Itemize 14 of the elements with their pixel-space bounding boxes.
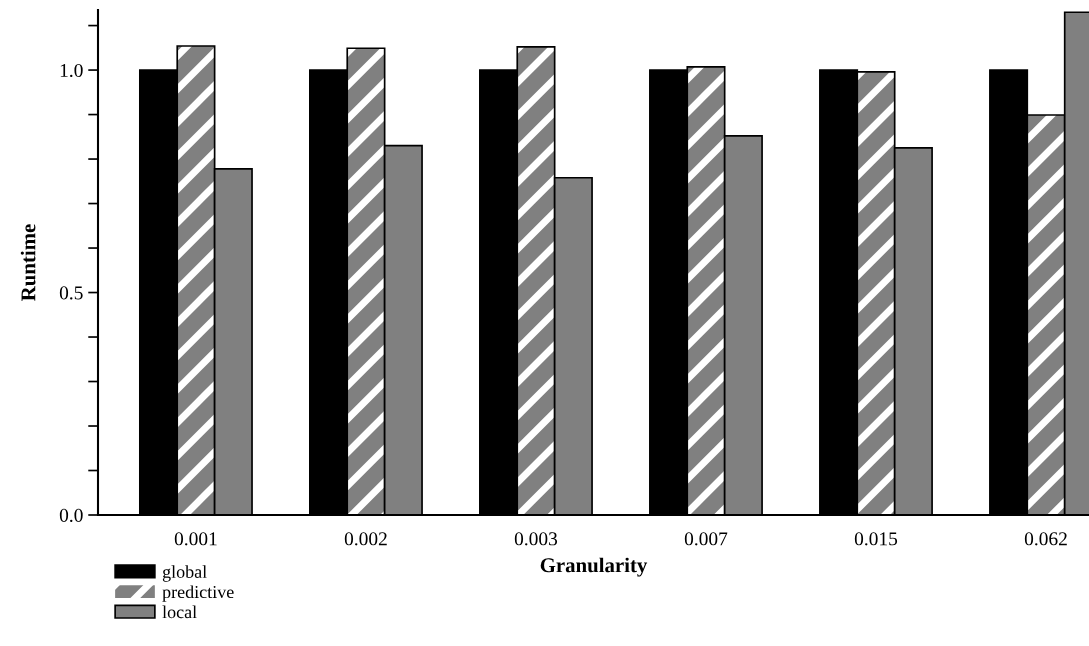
x-tick-label: 0.001	[174, 532, 217, 546]
x-axis-title: Granularity	[540, 557, 648, 577]
x-tick-label: 0.062	[1024, 532, 1067, 546]
y-axis-title: Runtime	[20, 224, 36, 301]
legend-label: local	[162, 605, 197, 619]
y-tick-label: 1.0	[60, 63, 83, 78]
y-tick-label: 0.0	[59, 508, 83, 523]
x-tick-label: 0.015	[854, 532, 898, 546]
x-tick-label: 0.003	[514, 532, 558, 546]
legend-label: global	[162, 565, 207, 582]
x-tick-label: 0.007	[684, 532, 728, 546]
x-tick-label: 0.002	[344, 532, 387, 546]
y-tick-label: 0.5	[59, 286, 83, 300]
legend-label: predictive	[162, 585, 234, 602]
